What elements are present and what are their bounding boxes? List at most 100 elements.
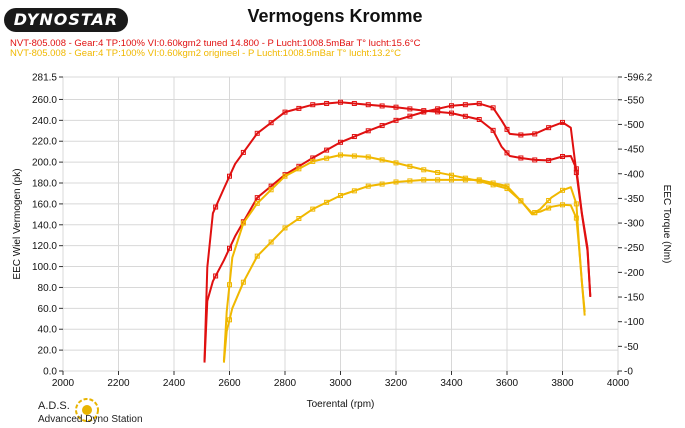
y-tick-label: 60.0 bbox=[38, 304, 58, 315]
ads-subtitle: Advanced Dyno Station bbox=[38, 414, 143, 425]
chart-title: Vermogens Kromme bbox=[247, 6, 423, 26]
series-point-3 bbox=[546, 205, 552, 211]
y-tick-label: 100.0 bbox=[32, 262, 57, 273]
y-tick-label: 281.5 bbox=[32, 73, 57, 84]
series-point-1 bbox=[573, 166, 579, 172]
series-point-1 bbox=[268, 120, 274, 126]
y2-tick-label: -596.2 bbox=[624, 73, 653, 84]
series-point-1 bbox=[254, 130, 260, 136]
series-point-1 bbox=[518, 155, 524, 161]
series-point-2 bbox=[351, 188, 357, 194]
series-point-0 bbox=[407, 113, 413, 119]
series-point-1 bbox=[560, 153, 565, 159]
series-point-0 bbox=[504, 126, 510, 132]
series-point-1 bbox=[310, 102, 316, 108]
series-point-2 bbox=[324, 199, 330, 205]
series-point-3 bbox=[379, 157, 385, 163]
series-point-3 bbox=[254, 200, 260, 206]
series-point-1 bbox=[338, 99, 343, 105]
y-tick-label: 40.0 bbox=[38, 325, 58, 336]
series-point-3 bbox=[240, 220, 246, 226]
series-point-3 bbox=[490, 182, 496, 188]
series-point-3 bbox=[462, 175, 468, 181]
series-point-2 bbox=[310, 206, 316, 212]
series-point-0 bbox=[546, 125, 552, 131]
y-tick-label: 200.0 bbox=[32, 158, 57, 169]
y2-tick-label: -400 bbox=[624, 169, 644, 180]
series-point-1 bbox=[379, 103, 385, 109]
series-point-3 bbox=[518, 198, 524, 204]
series-point-2 bbox=[240, 279, 246, 285]
y2-tick-label: -350 bbox=[624, 194, 644, 205]
y-tick-label: 80.0 bbox=[38, 283, 58, 294]
y-tick-label: 20.0 bbox=[38, 346, 58, 357]
y2-axis-title: EEC Torque (Nm) bbox=[661, 185, 672, 264]
series-point-0 bbox=[338, 139, 343, 145]
series-point-3 bbox=[532, 210, 538, 216]
series-point-1 bbox=[296, 105, 302, 111]
series-point-2 bbox=[435, 177, 441, 183]
series-point-1 bbox=[282, 109, 288, 115]
series-point-1 bbox=[351, 100, 357, 106]
series-point-1 bbox=[476, 117, 482, 123]
series-point-0 bbox=[324, 147, 330, 153]
series-point-2 bbox=[296, 216, 302, 222]
y-tick-label: 260.0 bbox=[32, 95, 57, 106]
x-tick-label: 2000 bbox=[52, 378, 75, 389]
y2-tick-label: -0 bbox=[624, 367, 633, 378]
series-point-0 bbox=[476, 101, 482, 107]
dynostar-logo: DYNOSTAR bbox=[4, 8, 128, 32]
series-point-0 bbox=[449, 103, 454, 109]
series-point-2 bbox=[407, 178, 413, 184]
series-point-1 bbox=[532, 157, 538, 163]
series-point-0 bbox=[518, 132, 524, 138]
y2-tick-label: -450 bbox=[624, 145, 644, 156]
y-tick-label: 0.0 bbox=[43, 367, 57, 378]
series-point-3 bbox=[435, 170, 441, 176]
series-point-0 bbox=[393, 117, 399, 123]
series-point-3 bbox=[573, 215, 579, 221]
series-point-0 bbox=[560, 119, 565, 125]
x-tick-label: 3000 bbox=[329, 378, 352, 389]
series-line-1 bbox=[203, 101, 592, 362]
series-point-2 bbox=[421, 177, 427, 183]
series-point-3 bbox=[365, 154, 371, 160]
series-point-2 bbox=[338, 193, 343, 199]
series-point-3 bbox=[476, 178, 482, 184]
y2-tick-label: -550 bbox=[624, 95, 644, 106]
x-tick-label: 2600 bbox=[218, 378, 241, 389]
series-point-3 bbox=[282, 173, 288, 179]
y-tick-label: 140.0 bbox=[32, 220, 57, 231]
series-point-1 bbox=[490, 127, 496, 133]
legend-entry-origineel: NVT-805.008 - Gear:4 TP:100% VI:0.60kgm2… bbox=[10, 48, 401, 59]
series-point-1 bbox=[365, 102, 371, 108]
series-point-2 bbox=[560, 187, 565, 193]
series-point-3 bbox=[407, 163, 413, 169]
series-point-1 bbox=[435, 109, 441, 115]
series-point-0 bbox=[490, 105, 496, 111]
series-point-2 bbox=[268, 239, 274, 245]
series-point-3 bbox=[310, 158, 316, 164]
series-point-3 bbox=[227, 282, 232, 288]
series-point-0 bbox=[351, 134, 357, 140]
series-point-0 bbox=[462, 102, 468, 108]
y-tick-label: 160.0 bbox=[32, 199, 57, 210]
series-point-1 bbox=[546, 157, 552, 163]
series-point-3 bbox=[268, 187, 274, 193]
series-point-1 bbox=[227, 173, 232, 179]
series-point-1 bbox=[449, 110, 454, 116]
series-point-2 bbox=[393, 179, 399, 185]
series-line-3 bbox=[222, 154, 586, 362]
y-tick-label: 180.0 bbox=[32, 179, 57, 190]
y-axis-title: EEC Wiel Vermogen (pk) bbox=[12, 168, 23, 279]
series-point-3 bbox=[393, 160, 399, 166]
series-point-2 bbox=[254, 253, 260, 259]
series-point-3 bbox=[560, 202, 565, 208]
series-point-3 bbox=[324, 155, 330, 161]
y2-tick-label: -150 bbox=[624, 293, 644, 304]
series-point-3 bbox=[338, 152, 343, 158]
series-point-3 bbox=[421, 167, 427, 173]
series-point-1 bbox=[421, 108, 427, 114]
x-tick-label: 3400 bbox=[440, 378, 463, 389]
